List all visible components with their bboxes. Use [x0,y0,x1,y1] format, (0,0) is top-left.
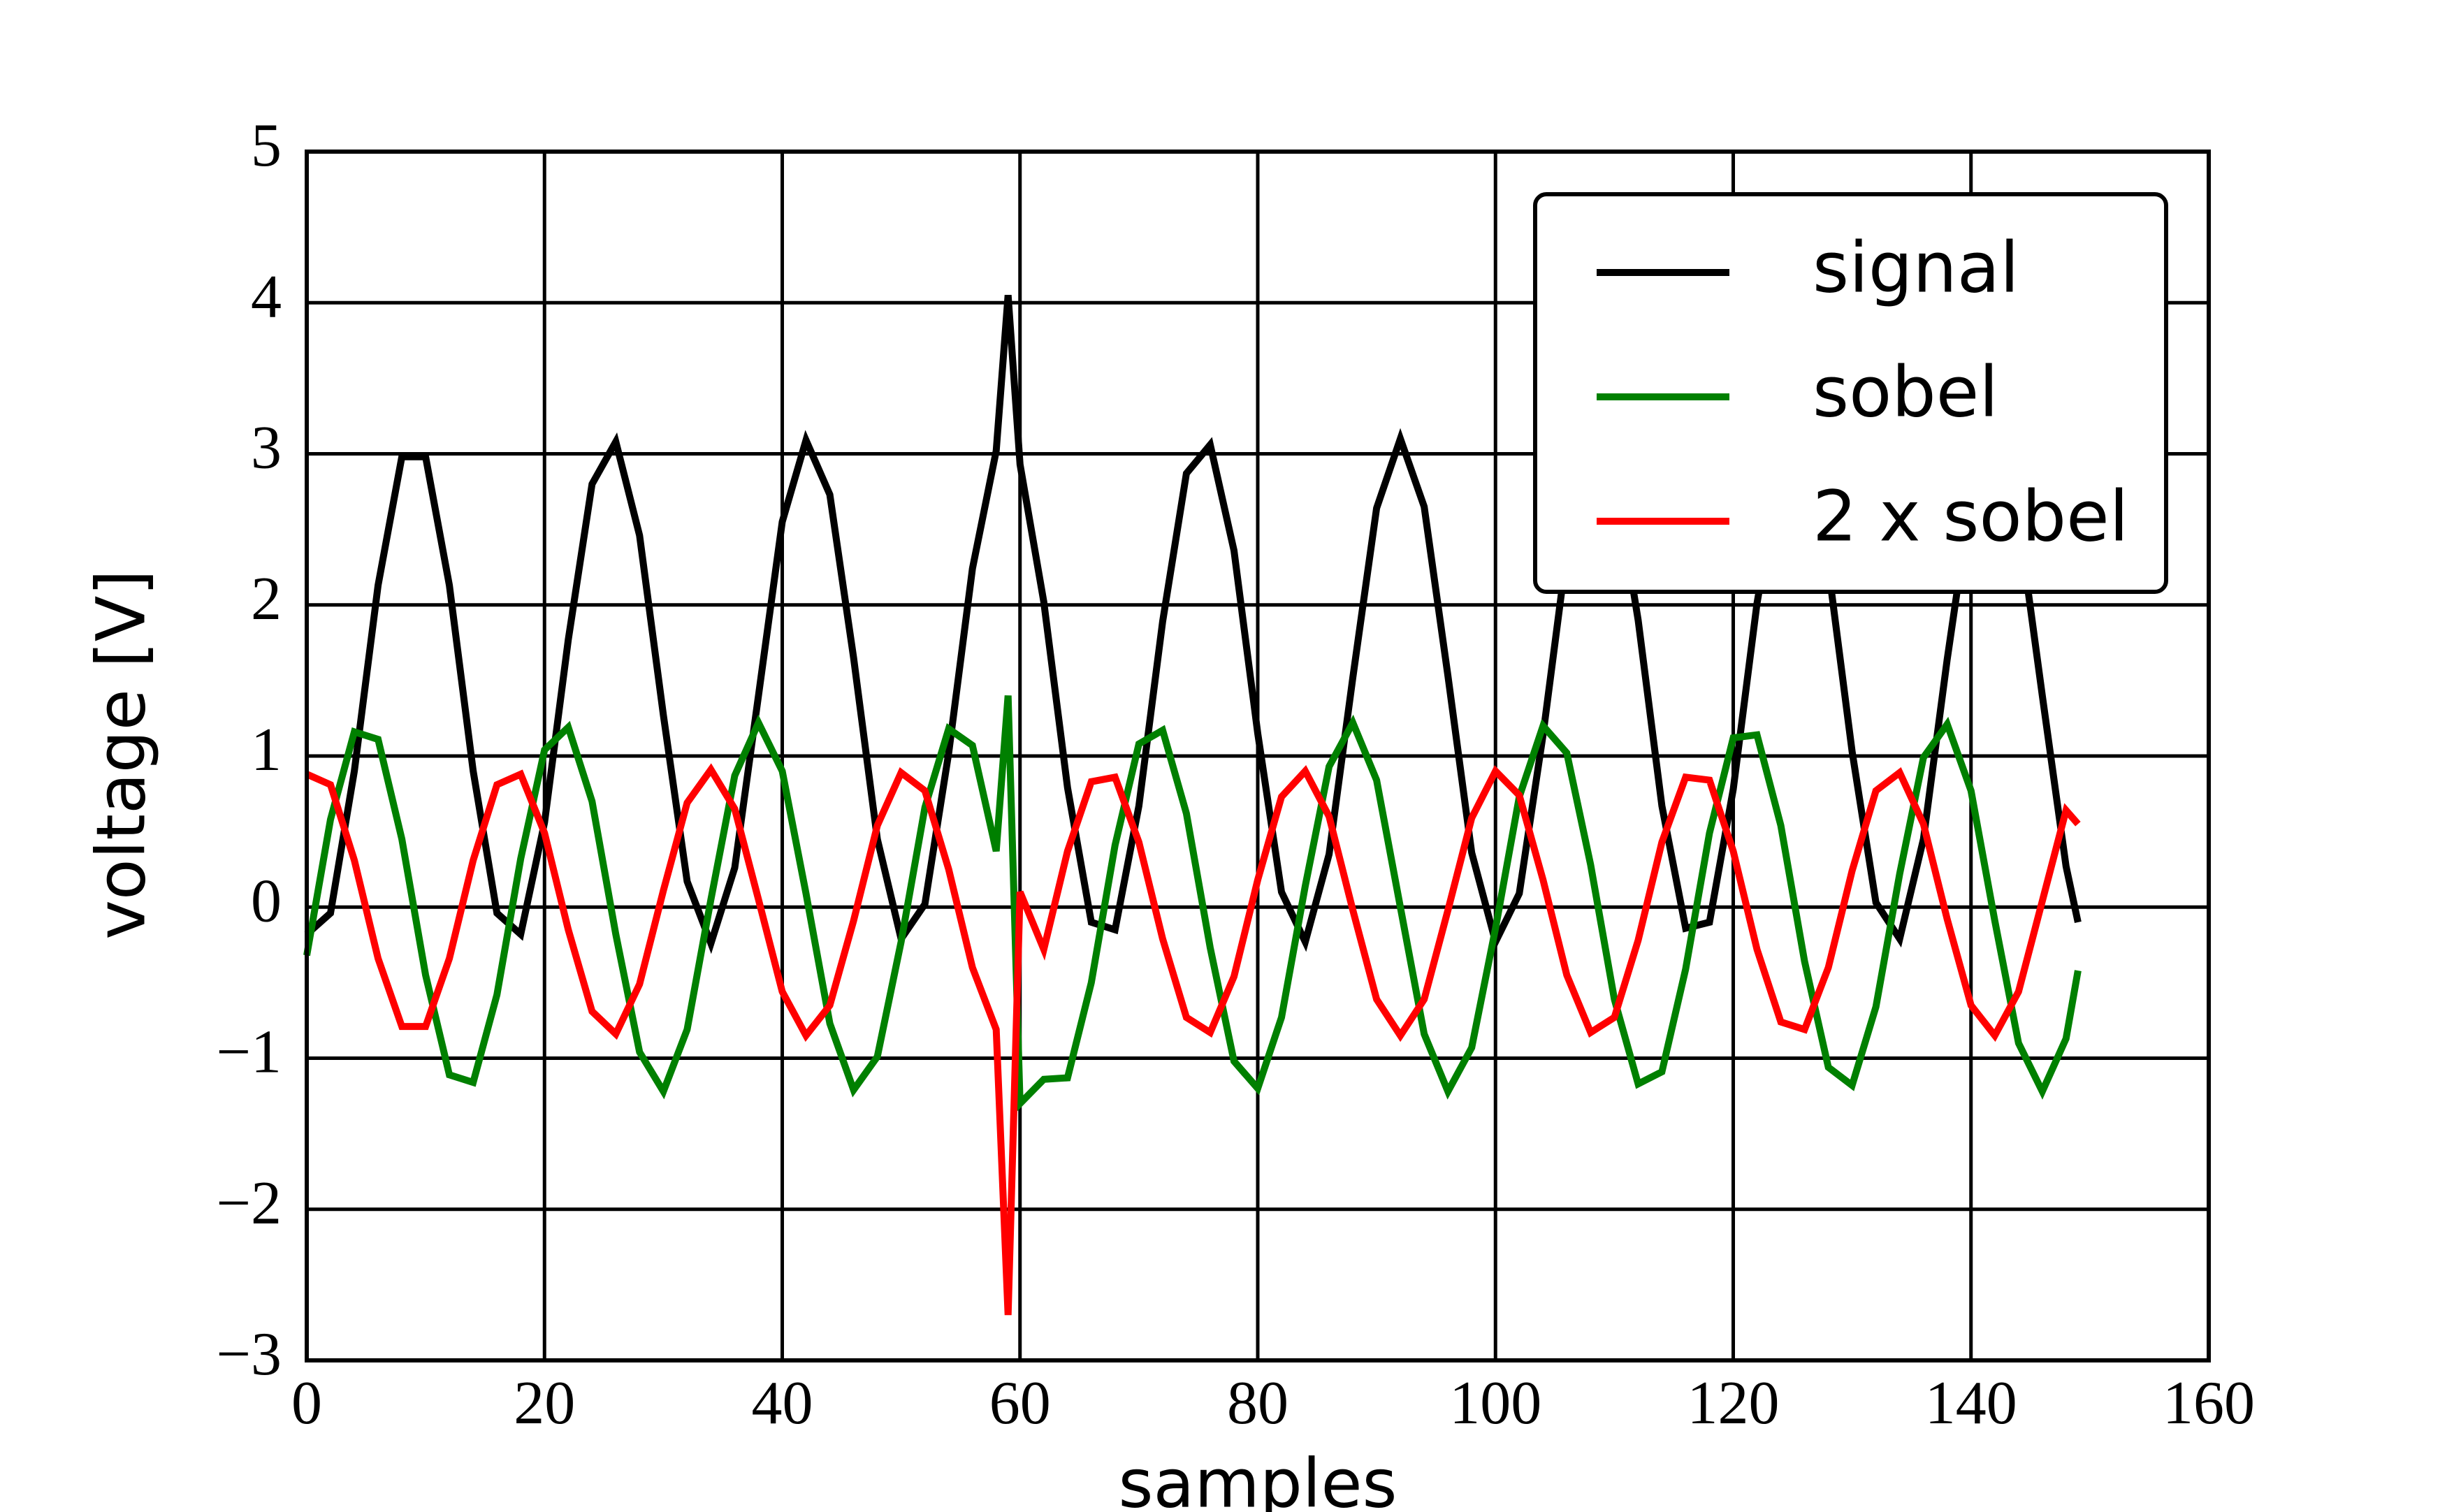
legend-label: 2 x sobel [1813,475,2128,557]
data-line [305,763,2081,1316]
y-tick-label: 1 [251,716,282,784]
legend-label: sobel [1813,351,1998,432]
x-tick-label: 120 [1687,1369,1780,1437]
y-tick-label: −3 [216,1321,282,1388]
y-tick-label: 2 [251,565,282,633]
y-tick-label: −1 [216,1019,282,1086]
x-tick-label: 100 [1449,1369,1541,1437]
x-tick-label: 40 [752,1369,813,1437]
y-tick-label: −2 [216,1170,282,1237]
x-tick-label: 160 [2163,1369,2255,1437]
y-tick-label: 4 [251,263,282,330]
x-tick-label: 20 [514,1369,575,1437]
x-axis-label: samples [1118,1444,1397,1512]
x-tick-label: 60 [989,1369,1051,1437]
y-tick-label: 5 [251,112,282,180]
x-tick-label: 0 [291,1369,322,1437]
x-tick-label: 140 [1925,1369,2017,1437]
data-line [303,695,2082,1112]
y-tick-label: 0 [251,867,282,935]
y-axis-label: voltage [V] [82,569,160,940]
plot-frame [305,150,2211,1362]
y-tick-label: 3 [251,414,282,482]
legend-label: signal [1813,226,2019,308]
x-tick-label: 80 [1227,1369,1288,1437]
legend-box [1533,192,2168,594]
